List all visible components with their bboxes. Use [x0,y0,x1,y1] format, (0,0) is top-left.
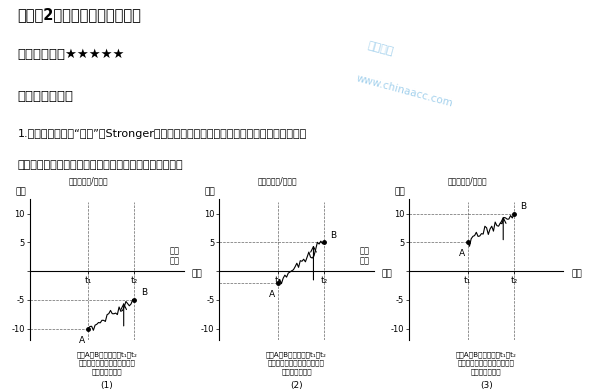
Text: 注：A和B分别表示在t₁和t₂
两个时点上的基差，箭头代表
基差变动的方向: 注：A和B分别表示在t₁和t₂ 两个时点上的基差，箭头代表 基差变动的方向 [76,351,137,375]
Text: A: A [269,290,275,299]
Text: 基差: 基差 [205,188,215,197]
Text: 会计网校: 会计网校 [366,41,394,57]
Text: 基差
走强: 基差 走强 [170,246,180,265]
Text: 基差: 基差 [394,188,405,197]
Text: 单位：美分/蒲式耳: 单位：美分/蒲式耳 [448,176,487,185]
Text: 时间: 时间 [571,270,582,279]
Text: 时间: 时间 [381,270,392,279]
Text: 1.基差变大，称为“走强”（Stronger）：现货价格涨幅超过期货价格涨幅，以及现货价格: 1.基差变大，称为“走强”（Stronger）：现货价格涨幅超过期货价格涨幅，以… [18,129,307,139]
Text: 【考频指数】★★★★★: 【考频指数】★★★★★ [18,48,125,61]
Text: 注：A和B分别表示在t₁和t₂
两个时点上的基差，箭头代表
基差变动的方向: 注：A和B分别表示在t₁和t₂ 两个时点上的基差，箭头代表 基差变动的方向 [456,351,517,375]
Text: 基差: 基差 [15,188,25,197]
Text: 知识点2：基差走强与基差走弱: 知识点2：基差走强与基差走弱 [18,7,141,23]
Text: B: B [141,288,147,297]
Text: 【难易程度】难: 【难易程度】难 [18,90,74,103]
Text: (2): (2) [290,381,303,390]
Text: 基差
走强: 基差 走强 [360,246,370,265]
Text: B: B [520,202,527,211]
Text: 注：A和B分别表示在t₁和t₂
两个时点上的基差，箭头代表
基差变动的方向: 注：A和B分别表示在t₁和t₂ 两个时点上的基差，箭头代表 基差变动的方向 [266,351,327,375]
Text: (1): (1) [100,381,113,390]
Text: 单位：美分/蒲式耳: 单位：美分/蒲式耳 [68,176,108,185]
Text: B: B [330,231,337,240]
Text: www.chinaacc.com: www.chinaacc.com [355,74,454,109]
Text: 单位：美分/蒲式耳: 单位：美分/蒲式耳 [258,176,298,185]
Text: A: A [458,249,465,258]
Text: 跌幅小于期货价格跌幅。意味着现货价格走势相对较强。: 跌幅小于期货价格跌幅。意味着现货价格走势相对较强。 [18,160,183,170]
Text: A: A [79,335,85,344]
Text: 时间: 时间 [192,270,202,279]
Text: (3): (3) [480,381,493,390]
